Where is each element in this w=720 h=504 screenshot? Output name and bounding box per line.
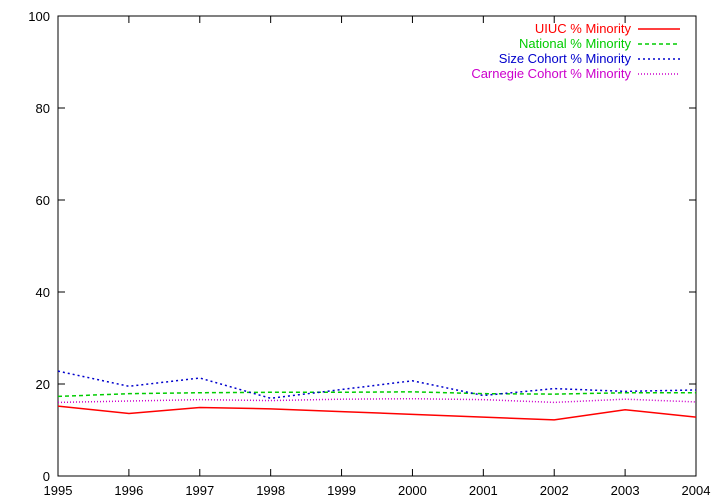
x-tick-label: 2003 xyxy=(611,483,640,498)
plot-frame xyxy=(57,15,697,477)
x-tick-label: 1999 xyxy=(327,483,356,498)
x-tick-label: 2001 xyxy=(469,483,498,498)
y-tick-label: 40 xyxy=(36,285,50,300)
y-tick-label: 100 xyxy=(28,9,50,24)
x-tick-label: 2004 xyxy=(682,483,711,498)
x-tick-label: 1995 xyxy=(44,483,73,498)
axis-ticks: 0 20 40 60 80 100 1995 1996 1997 1998 1999 2000 2001… xyxy=(28,9,710,498)
legend-label: Carnegie Cohort % Minority xyxy=(471,66,631,81)
x-tick-label: 2002 xyxy=(540,483,569,498)
series-line-2 xyxy=(57,391,696,398)
series-line-1 xyxy=(57,405,697,421)
series-line-3 xyxy=(57,370,697,400)
x-tick-label: 2000 xyxy=(398,483,427,498)
x-tick-label: 1996 xyxy=(114,483,143,498)
y-tick-label: 20 xyxy=(36,377,50,392)
x-tick-label: 1997 xyxy=(185,483,214,498)
legend-label: National % Minority xyxy=(519,36,631,51)
series-lines xyxy=(57,370,697,421)
x-tick-label: 1998 xyxy=(256,483,285,498)
y-tick-label: 0 xyxy=(43,469,50,484)
y-tick-label: 60 xyxy=(36,193,50,208)
y-tick-label: 80 xyxy=(36,101,50,116)
legend-label: UIUC % Minority xyxy=(535,21,632,36)
legend-label: Size Cohort % Minority xyxy=(499,51,632,66)
series-line-4 xyxy=(57,397,697,404)
